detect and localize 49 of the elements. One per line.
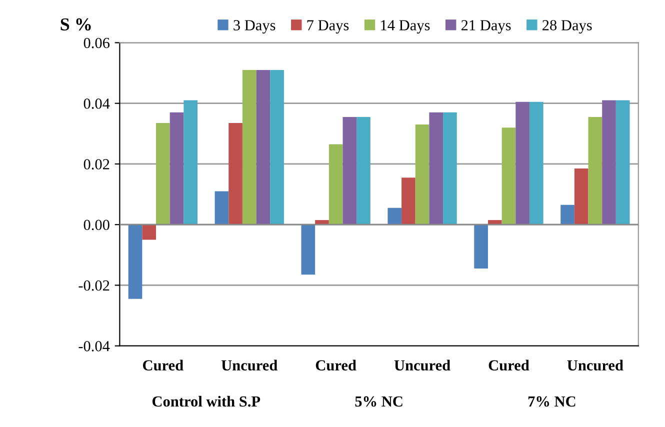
bar xyxy=(529,102,544,225)
y-tick-label: 0.00 xyxy=(84,220,110,230)
bar xyxy=(242,70,256,225)
bar xyxy=(429,112,444,225)
text: 5% NC xyxy=(355,396,402,407)
bar xyxy=(574,168,588,225)
x-tick-label: Uncured xyxy=(394,360,450,371)
bar xyxy=(560,204,574,225)
bar xyxy=(502,128,516,225)
y-axis-title: S % xyxy=(60,18,91,31)
y-tick-label: -0.04 xyxy=(78,341,110,352)
x-tick-label: Cured xyxy=(143,360,184,371)
x-tick-label: Cured xyxy=(316,360,356,371)
bar xyxy=(588,116,602,225)
bar xyxy=(328,144,343,225)
x-tick-label: Cured xyxy=(488,360,530,371)
bar xyxy=(616,100,630,225)
legend-label: 21 Days xyxy=(461,20,511,34)
bar xyxy=(342,116,357,225)
bar xyxy=(516,102,530,225)
legend-label: 28 Days xyxy=(542,20,592,34)
bar xyxy=(301,224,316,275)
bar xyxy=(214,191,229,225)
bar xyxy=(402,178,416,225)
x-tick-label: Uncured xyxy=(567,360,624,371)
bar xyxy=(228,123,242,225)
y-tick-label: 0.02 xyxy=(84,159,110,170)
legend-label: 7 Days xyxy=(307,20,349,34)
bar xyxy=(142,224,156,240)
bar xyxy=(156,123,170,225)
bar xyxy=(170,112,184,225)
bar xyxy=(602,100,616,225)
text: Control with S.P xyxy=(152,396,260,407)
x-tick-label: Uncured xyxy=(221,360,278,371)
bar xyxy=(415,124,430,225)
y-tick-label: 0.04 xyxy=(84,98,110,109)
bar xyxy=(356,116,370,225)
bar xyxy=(443,112,457,225)
bar xyxy=(128,224,142,299)
bar xyxy=(256,70,270,225)
y-tick-label: -0.02 xyxy=(78,280,110,291)
bar xyxy=(270,70,284,225)
bar xyxy=(184,100,198,225)
bar xyxy=(474,224,488,269)
bar xyxy=(388,208,402,225)
y-tick-label: 0.06 xyxy=(84,38,110,48)
legend-label: 14 Days xyxy=(381,20,430,34)
legend-label: 3 Days xyxy=(234,20,276,34)
text: 7% NC xyxy=(528,396,576,407)
